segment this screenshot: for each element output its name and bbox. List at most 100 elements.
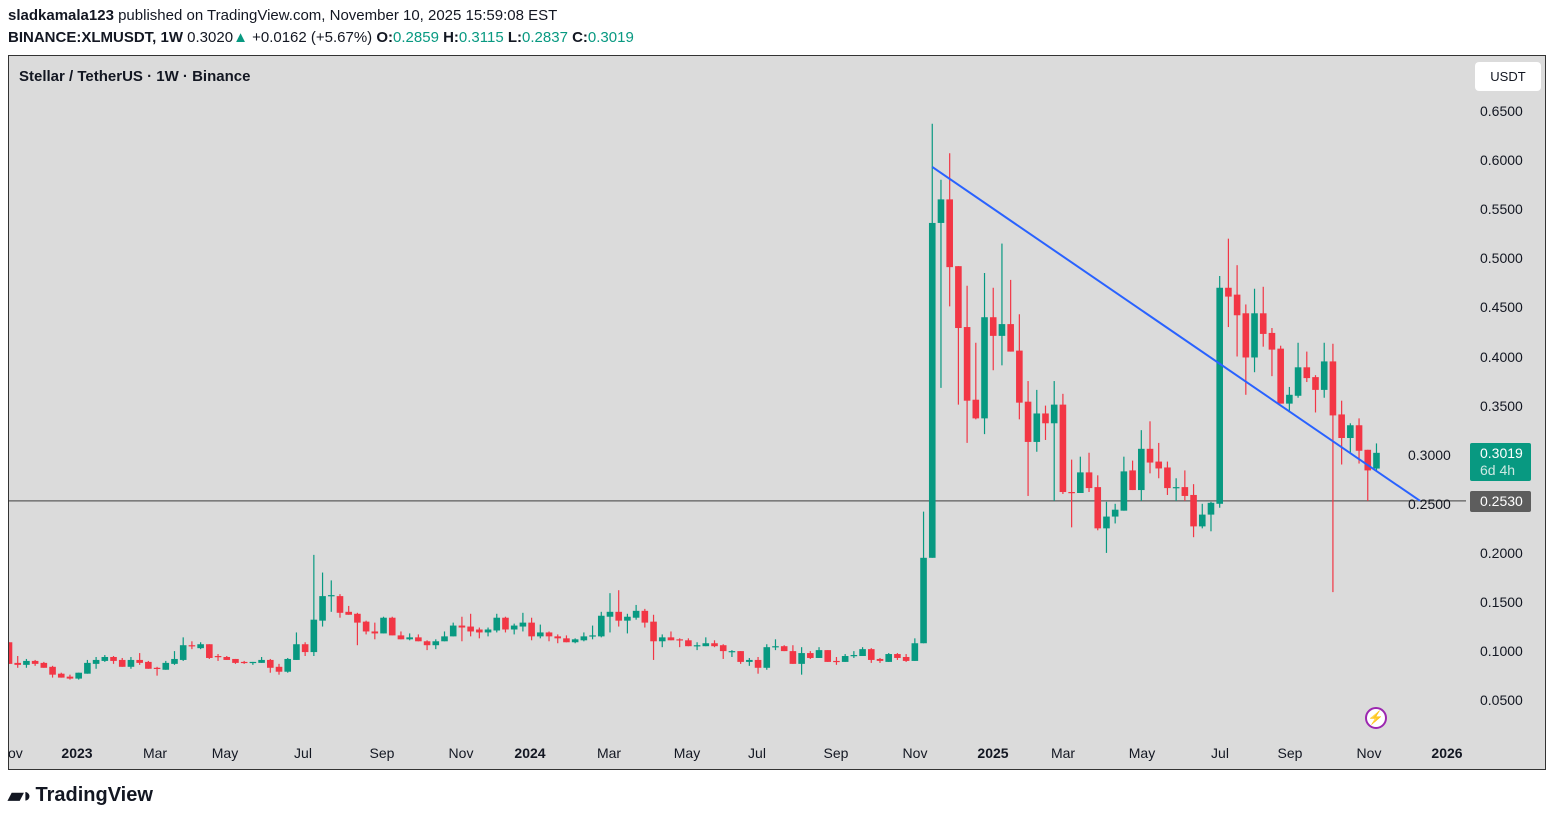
- candle-body: [75, 672, 82, 679]
- candle-body: [432, 641, 440, 646]
- price-tick-label: 0.5500: [1480, 201, 1523, 218]
- candle-up: [1216, 275, 1223, 508]
- candle-body: [1329, 361, 1337, 416]
- candle-up: [327, 580, 335, 612]
- candle-body: [1138, 448, 1145, 491]
- candle-down: [685, 638, 692, 647]
- candle-body: [597, 615, 605, 637]
- candle-body: [1120, 471, 1128, 511]
- candle-body: [963, 327, 971, 401]
- price-tick-label: 0.4000: [1480, 348, 1523, 365]
- candle-body: [1259, 313, 1267, 334]
- price-tick-label: 0.4500: [1480, 299, 1523, 316]
- candle-up: [658, 634, 666, 648]
- candle-down: [31, 659, 39, 666]
- candle-down: [240, 660, 248, 664]
- current-price: 0.3020: [187, 29, 234, 46]
- candle-body: [1251, 313, 1258, 358]
- candle-body: [859, 649, 866, 657]
- candle-body: [737, 651, 744, 662]
- price-tick-label: 0.6500: [1480, 103, 1523, 119]
- chart-title: Stellar / TetherUS · 1W · Binance: [19, 68, 251, 85]
- candle-down: [1164, 461, 1171, 495]
- lightning-icon[interactable]: ⚡: [1365, 707, 1387, 729]
- candle-body: [92, 659, 100, 664]
- candle-up: [1286, 386, 1293, 413]
- candle-down: [1259, 286, 1267, 347]
- candle-up: [859, 647, 866, 657]
- candle-body: [746, 659, 753, 662]
- candle-up: [763, 644, 771, 670]
- candle-down: [1094, 475, 1102, 531]
- candle-up: [728, 650, 736, 657]
- candle-body: [928, 222, 936, 558]
- candle-down: [275, 663, 283, 675]
- candle-body: [493, 617, 501, 631]
- candle-down: [1007, 279, 1014, 352]
- tradingview-logo[interactable]: ▰◗ TradingView: [8, 783, 153, 808]
- time-tick-label: 2025: [977, 745, 1009, 761]
- candle-body: [702, 643, 710, 647]
- candle-body: [894, 654, 901, 658]
- candle-body: [780, 646, 788, 652]
- candle-body: [206, 644, 213, 658]
- currency-button[interactable]: USDT: [1475, 62, 1541, 91]
- candle-body: [658, 637, 666, 642]
- candle-body: [911, 643, 919, 661]
- candle-body: [1364, 449, 1372, 471]
- candle-body: [84, 662, 91, 674]
- high-value: 0.3115: [458, 29, 504, 46]
- candle-up: [920, 511, 927, 644]
- candle-down: [667, 631, 675, 641]
- time-tick-label: 2023: [61, 745, 93, 761]
- candle-body: [145, 661, 152, 669]
- time-tick-label: 2024: [514, 745, 546, 761]
- time-tick-label: Mar: [142, 745, 168, 761]
- candle-body: [118, 659, 126, 667]
- candle-body: [772, 646, 779, 648]
- candle-body: [693, 645, 701, 647]
- candle-up: [693, 642, 701, 651]
- candle-down: [650, 614, 657, 660]
- candle-body: [876, 658, 884, 661]
- candle-down: [145, 660, 152, 669]
- candle-body: [1338, 414, 1345, 439]
- candle-body: [1146, 448, 1154, 463]
- candle-body: [293, 644, 300, 660]
- candle-body: [615, 611, 622, 621]
- candle-up: [171, 651, 178, 665]
- candle-down: [1016, 314, 1023, 420]
- candle-body: [127, 659, 135, 667]
- candle-up: [1198, 503, 1206, 529]
- up-triangle-icon: ▲: [233, 29, 248, 46]
- candle-up: [484, 627, 492, 637]
- candle-down: [1277, 345, 1284, 404]
- time-tick-label: May: [211, 745, 239, 761]
- candle-body: [1225, 287, 1232, 297]
- candle-body: [476, 629, 483, 633]
- candle-body: [1164, 467, 1171, 489]
- candle-body: [1033, 413, 1041, 442]
- candle-body: [946, 199, 953, 268]
- candle-body: [632, 610, 640, 618]
- candle-down: [354, 612, 361, 646]
- author-name[interactable]: sladkamala123: [8, 7, 114, 24]
- time-tick-label: Nov: [902, 745, 928, 761]
- candle-body: [153, 667, 161, 669]
- candle-down: [458, 616, 466, 642]
- time-tick-label: Sep: [369, 745, 395, 761]
- candle-body: [397, 635, 405, 640]
- candle-body: [484, 629, 492, 633]
- candle-up: [1172, 478, 1180, 501]
- candle-down: [362, 620, 370, 635]
- logo-text: TradingView: [35, 784, 153, 806]
- candle-body: [1207, 502, 1215, 515]
- candle-body: [580, 636, 588, 641]
- candle-up: [75, 672, 82, 680]
- price-tick-label: 0.5000: [1480, 250, 1523, 267]
- candle-up: [441, 631, 448, 642]
- candle-body: [850, 655, 858, 657]
- candle-body: [1181, 487, 1189, 496]
- candle-up: [1207, 501, 1215, 532]
